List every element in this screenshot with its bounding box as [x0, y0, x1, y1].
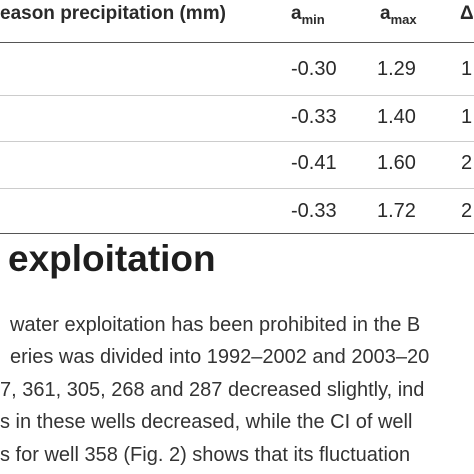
- body-line-3: 7, 361, 305, 268 and 287 decreased sligh…: [0, 379, 425, 401]
- body-line-2: eries was divided into 1992–2002 and 200…: [10, 346, 430, 368]
- row-1-delta: 1: [461, 58, 473, 80]
- table-bottom-rule: [0, 233, 474, 234]
- row-2-amin: -0.33: [291, 106, 337, 128]
- row-3-amax: 1.60: [377, 152, 416, 174]
- column-header-delta: Δ: [460, 3, 474, 24]
- column-header-amax: amax: [380, 3, 417, 27]
- section-heading: exploitation: [8, 238, 216, 279]
- row-1-amin: -0.30: [291, 58, 337, 80]
- header-divider: [0, 42, 474, 43]
- row-2-amax: 1.40: [377, 106, 416, 128]
- row-divider: [0, 95, 474, 96]
- row-4-delta: 2: [461, 200, 473, 222]
- row-divider: [0, 141, 474, 142]
- body-line-1: water exploitation has been prohibited i…: [10, 314, 421, 336]
- row-4-amin: -0.33: [291, 200, 337, 222]
- row-3-delta: 2: [461, 152, 473, 174]
- row-2-delta: 1: [461, 106, 473, 128]
- body-line-5: s for well 358 (Fig. 2) shows that its f…: [0, 444, 411, 466]
- row-divider: [0, 188, 474, 189]
- body-line-4: s in these wells decreased, while the CI…: [0, 411, 413, 433]
- row-1-amax: 1.29: [377, 58, 416, 80]
- column-header-amin: amin: [291, 3, 325, 27]
- column-header-precipitation: eason precipitation (mm): [0, 3, 226, 24]
- row-3-amin: -0.41: [291, 152, 337, 174]
- row-4-amax: 1.72: [377, 200, 416, 222]
